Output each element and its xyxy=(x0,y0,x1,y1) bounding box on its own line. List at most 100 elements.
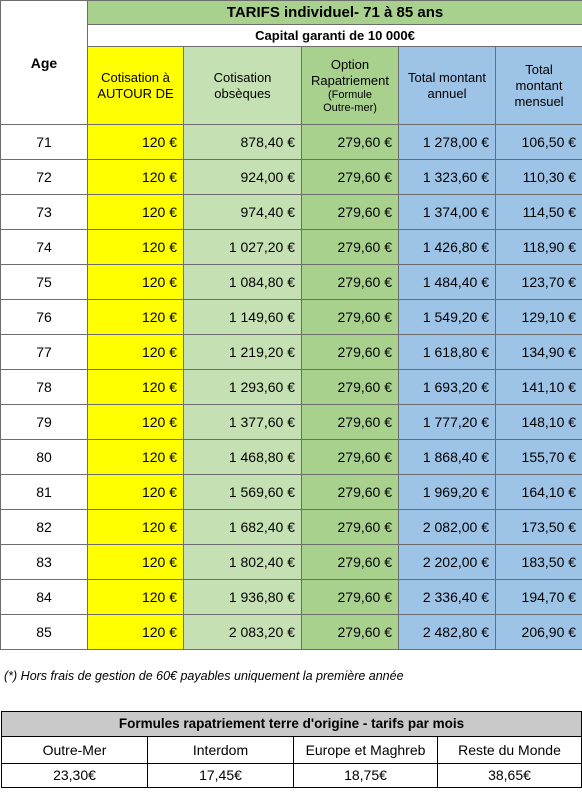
obseques-cell: 878,40 € xyxy=(183,124,302,160)
age-cell: 78 xyxy=(0,369,88,405)
cotisation-cell: 120 € xyxy=(87,334,184,370)
annuel-cell: 1 374,00 € xyxy=(398,194,496,230)
obseques-cell: 1 569,60 € xyxy=(183,474,302,510)
cotisation-cell: 120 € xyxy=(87,264,184,300)
option-cell: 279,60 € xyxy=(301,439,399,475)
table-row: 82 120 €1 682,40 €279,60 €2 082,00 €173,5… xyxy=(0,509,582,545)
col-header-option-line4: Outre-mer) xyxy=(323,101,377,114)
annuel-cell: 1 618,80 € xyxy=(398,334,496,370)
option-cell: 279,60 € xyxy=(301,264,399,300)
obseques-cell: 1 293,60 € xyxy=(183,369,302,405)
option-cell: 279,60 € xyxy=(301,299,399,335)
annuel-cell: 1 777,20 € xyxy=(398,404,496,440)
table-row: 75 120 €1 084,80 €279,60 €1 484,40 €123,7… xyxy=(0,264,582,300)
age-cell: 77 xyxy=(0,334,88,370)
age-header: Age xyxy=(0,0,88,125)
option-cell: 279,60 € xyxy=(301,159,399,195)
col-header-annuel-line1: Total montant xyxy=(407,69,487,85)
table-row: 73 120 €974,40 €279,60 €1 374,00 €114,50 … xyxy=(0,194,582,230)
obseques-cell: 1 377,60 € xyxy=(183,404,302,440)
formule-header-outre-mer: Outre-Mer xyxy=(1,736,148,764)
mensuel-cell: 164,10 € xyxy=(494,474,582,510)
col-header-annuel: Total montant annuel xyxy=(398,46,496,125)
table-row: 85 120 €2 083,20 €279,60 €2 482,80 €206,9… xyxy=(0,614,582,650)
annuel-cell: 2 082,00 € xyxy=(398,509,496,545)
table-row: 76 120 €1 149,60 €279,60 €1 549,20 €129,1… xyxy=(0,299,582,335)
mensuel-cell: 194,70 € xyxy=(494,579,582,615)
option-cell: 279,60 € xyxy=(301,509,399,545)
cotisation-cell: 120 € xyxy=(87,299,184,335)
age-cell: 82 xyxy=(0,509,88,545)
mensuel-cell: 183,50 € xyxy=(494,544,582,580)
option-cell: 279,60 € xyxy=(301,474,399,510)
age-cell: 85 xyxy=(0,614,88,650)
capital-garanti: Capital garanti de 10 000€ xyxy=(86,24,582,47)
age-cell: 75 xyxy=(0,264,88,300)
formules-table: Formules rapatriement terre d'origine - … xyxy=(1,711,582,788)
mensuel-cell: 118,90 € xyxy=(494,229,582,265)
col-header-option-line1: Option xyxy=(330,56,370,72)
cotisation-cell: 120 € xyxy=(87,474,184,510)
col-header-option-line2: Rapatriement xyxy=(310,72,390,88)
annuel-cell: 1 484,40 € xyxy=(398,264,496,300)
formule-value-interdom: 17,45€ xyxy=(147,763,294,788)
col-header-mensuel-line1: Total xyxy=(525,61,553,77)
mensuel-cell: 155,70 € xyxy=(494,439,582,475)
annuel-cell: 1 969,20 € xyxy=(398,474,496,510)
footnote: (*) Hors frais de gestion de 60€ payable… xyxy=(4,669,404,683)
option-cell: 279,60 € xyxy=(301,334,399,370)
obseques-cell: 1 149,60 € xyxy=(183,299,302,335)
annuel-cell: 1 693,20 € xyxy=(398,369,496,405)
table-row: 74 120 €1 027,20 €279,60 €1 426,80 €118,9… xyxy=(0,229,582,265)
cotisation-cell: 120 € xyxy=(87,439,184,475)
table-row: 79 120 €1 377,60 €279,60 €1 777,20 €148,1… xyxy=(0,404,582,440)
age-cell: 80 xyxy=(0,439,88,475)
table-row: 81 120 €1 569,60 €279,60 €1 969,20 €164,1… xyxy=(0,474,582,510)
obseques-cell: 1 936,80 € xyxy=(183,579,302,615)
table-row: 83 120 €1 802,40 €279,60 €2 202,00 €183,5… xyxy=(0,544,582,580)
formule-header-europe-maghreb: Europe et Maghreb xyxy=(293,736,438,764)
obseques-cell: 1 219,20 € xyxy=(183,334,302,370)
annuel-cell: 1 868,40 € xyxy=(398,439,496,475)
obseques-cell: 1 084,80 € xyxy=(183,264,302,300)
col-header-annuel-line2: annuel xyxy=(427,85,467,101)
col-header-cotisation: Cotisation à AUTOUR DE xyxy=(87,46,184,125)
cotisation-cell: 120 € xyxy=(87,369,184,405)
age-cell: 74 xyxy=(0,229,88,265)
col-header-cotisation-line2: AUTOUR DE xyxy=(97,85,174,101)
table-title: TARIFS individuel- 71 à 85 ans xyxy=(86,0,582,25)
table-row: 72 120 €924,00 €279,60 €1 323,60 €110,30 … xyxy=(0,159,582,195)
age-cell: 83 xyxy=(0,544,88,580)
obseques-cell: 1 802,40 € xyxy=(183,544,302,580)
mensuel-cell: 106,50 € xyxy=(494,124,582,160)
col-header-obseques-line1: Cotisation xyxy=(213,69,272,85)
formule-header-reste-du-monde: Reste du Monde xyxy=(437,736,582,764)
cotisation-cell: 120 € xyxy=(87,614,184,650)
cotisation-cell: 120 € xyxy=(87,229,184,265)
col-header-obseques-line2: obsèques xyxy=(214,85,271,101)
obseques-cell: 1 027,20 € xyxy=(183,229,302,265)
annuel-cell: 1 549,20 € xyxy=(398,299,496,335)
option-cell: 279,60 € xyxy=(301,404,399,440)
col-header-option-line3: (Formule xyxy=(327,88,372,101)
annuel-cell: 1 278,00 € xyxy=(398,124,496,160)
age-cell: 72 xyxy=(0,159,88,195)
mensuel-cell: 110,30 € xyxy=(494,159,582,195)
age-cell: 84 xyxy=(0,579,88,615)
annuel-cell: 2 202,00 € xyxy=(398,544,496,580)
option-cell: 279,60 € xyxy=(301,229,399,265)
tarifs-table: Age TARIFS individuel- 71 à 85 ans Capit… xyxy=(0,0,582,650)
obseques-cell: 924,00 € xyxy=(183,159,302,195)
formule-value-europe-maghreb: 18,75€ xyxy=(293,763,438,788)
formule-value-outre-mer: 23,30€ xyxy=(1,763,148,788)
obseques-cell: 974,40 € xyxy=(183,194,302,230)
age-cell: 73 xyxy=(0,194,88,230)
option-cell: 279,60 € xyxy=(301,614,399,650)
option-cell: 279,60 € xyxy=(301,124,399,160)
mensuel-cell: 206,90 € xyxy=(494,614,582,650)
col-header-cotisation-line1: Cotisation à xyxy=(101,69,170,85)
age-cell: 71 xyxy=(0,124,88,160)
cotisation-cell: 120 € xyxy=(87,404,184,440)
mensuel-cell: 129,10 € xyxy=(494,299,582,335)
col-header-option: Option Rapatriement (Formule Outre-mer) xyxy=(301,46,399,125)
